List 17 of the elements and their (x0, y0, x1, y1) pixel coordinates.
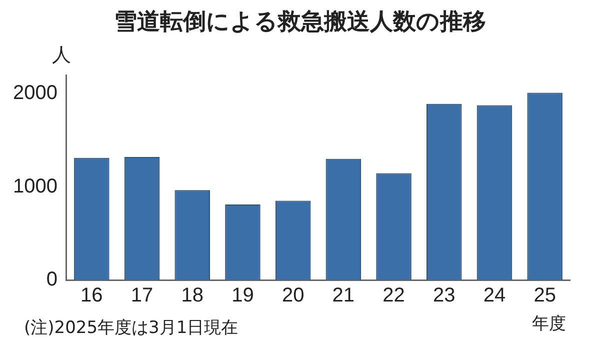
x-tick-label: 23 (433, 284, 456, 307)
x-tick-label: 17 (130, 284, 154, 307)
x-tick-label: 16 (80, 284, 103, 307)
y-tick-label: 1000 (12, 175, 58, 198)
x-tick-label: 25 (534, 284, 556, 307)
x-tick-label: 24 (483, 284, 506, 307)
y-axis-title: 人 (52, 43, 71, 68)
x-tick-label: 19 (232, 284, 254, 307)
y-tick-label: 2000 (12, 82, 58, 104)
x-tick-label: 20 (282, 284, 304, 307)
y-tick-label: 0 (46, 268, 58, 291)
x-axis-title: 年度 (532, 313, 566, 335)
x-tick-label: 21 (332, 284, 355, 307)
text: (注)2025年度は3月1日現在 (24, 317, 238, 339)
chart-title: 雪道転倒による救急搬送人数の推移 (113, 8, 487, 37)
x-tick-label: 22 (382, 284, 405, 307)
x-tick-label: 18 (181, 284, 204, 307)
